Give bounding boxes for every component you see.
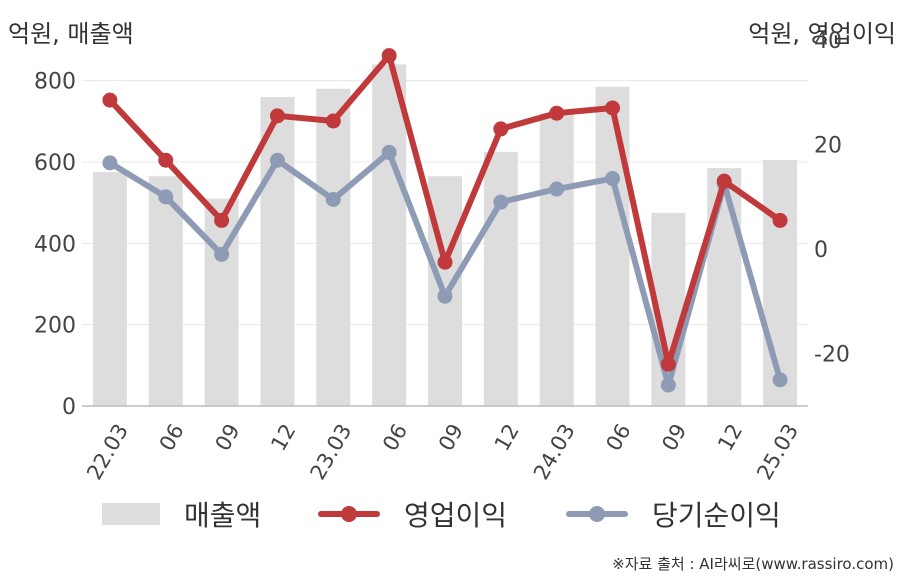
left-tick-label: 600 <box>34 151 76 176</box>
revenue-bar <box>539 113 574 406</box>
right-axis-ticks: -20 0 20 40 <box>814 29 850 368</box>
net-income-point <box>214 246 230 262</box>
operating-profit-point <box>214 212 230 228</box>
operating-profit-point <box>716 173 732 189</box>
legend-label-net-income: 당기순이익 <box>652 499 781 532</box>
net-income-point <box>437 288 453 304</box>
right-tick-label: -20 <box>814 343 850 368</box>
x-tick-label: 24.03 <box>529 420 580 484</box>
legend-item-operating-profit: 영업이익 <box>318 492 507 536</box>
x-tick-label: 09 <box>434 420 468 455</box>
operating-profit-point <box>660 356 676 372</box>
left-axis-ticks: 0 200 400 600 800 <box>34 70 76 420</box>
operating-profit-point <box>158 152 174 168</box>
x-tick-label: 06 <box>155 420 189 455</box>
operating-profit-point <box>437 254 453 270</box>
legend-swatch-revenue <box>102 503 160 525</box>
x-tick-label: 09 <box>657 420 691 455</box>
revenue-bar <box>707 168 742 406</box>
operating-profit-point <box>772 212 788 228</box>
legend-item-net-income: 당기순이익 <box>566 492 781 536</box>
net-income-point <box>605 171 621 187</box>
x-axis-ticks: 22.03 06 09 12 23.03 06 09 12 24.03 06 09 12 25.03 <box>82 420 803 484</box>
right-tick-label: 40 <box>814 29 842 54</box>
left-tick-label: 800 <box>34 70 76 95</box>
x-tick-label: 23.03 <box>306 420 357 484</box>
net-income-point <box>158 189 174 205</box>
right-axis-unit: 억원, 영업이익 <box>748 20 896 48</box>
left-tick-label: 400 <box>34 232 76 257</box>
left-tick-label: 200 <box>34 314 76 339</box>
net-income-point <box>772 372 788 388</box>
source-credit: ※자료 출처 : AI라씨로(www.rassiro.com) <box>612 555 894 573</box>
revenue-bar <box>372 64 407 407</box>
legend-item-revenue: 매출액 <box>102 492 261 536</box>
net-income-point <box>549 181 565 197</box>
left-tick-label: 0 <box>62 395 76 420</box>
legend-label-operating-profit: 영업이익 <box>404 499 508 532</box>
revenue-bar <box>148 176 183 406</box>
net-income-point <box>493 194 509 210</box>
legend-swatch-net-income <box>566 503 628 525</box>
x-tick-label: 12 <box>490 420 524 455</box>
right-tick-label: 0 <box>814 238 828 263</box>
profit-lines <box>102 48 788 393</box>
operating-profit-point <box>493 121 509 137</box>
net-income-point <box>325 191 341 207</box>
x-tick-label: 22.03 <box>82 420 133 484</box>
x-tick-label: 06 <box>378 420 412 455</box>
net-income-point <box>102 155 118 171</box>
operating-profit-point <box>325 113 341 129</box>
x-tick-label: 12 <box>266 420 300 455</box>
net-income-point <box>660 377 676 393</box>
revenue-bar <box>92 172 127 406</box>
operating-profit-point <box>605 100 621 116</box>
x-tick-label: 06 <box>601 420 635 455</box>
operating-profit-point <box>549 105 565 121</box>
revenue-bars <box>92 64 798 407</box>
operating-profit-point <box>381 48 397 64</box>
operating-profit-point <box>269 108 285 124</box>
revenue-bar <box>260 96 295 406</box>
net-income-point <box>381 144 397 160</box>
revenue-bar <box>763 159 798 406</box>
revenue-bar <box>483 151 518 406</box>
net-income-point <box>269 152 285 168</box>
operating-profit-point <box>102 92 118 108</box>
left-axis-unit: 억원, 매출액 <box>8 20 134 48</box>
revenue-bar <box>316 88 351 407</box>
legend: 매출액 영업이익 당기순이익 <box>0 492 908 536</box>
x-tick-label: 12 <box>713 420 747 455</box>
x-tick-label: 25.03 <box>752 420 803 484</box>
legend-swatch-operating-profit <box>318 503 380 525</box>
legend-label-revenue: 매출액 <box>184 499 262 532</box>
x-tick-label: 09 <box>211 420 245 455</box>
right-tick-label: 20 <box>814 134 842 159</box>
revenue-bar <box>595 86 630 407</box>
